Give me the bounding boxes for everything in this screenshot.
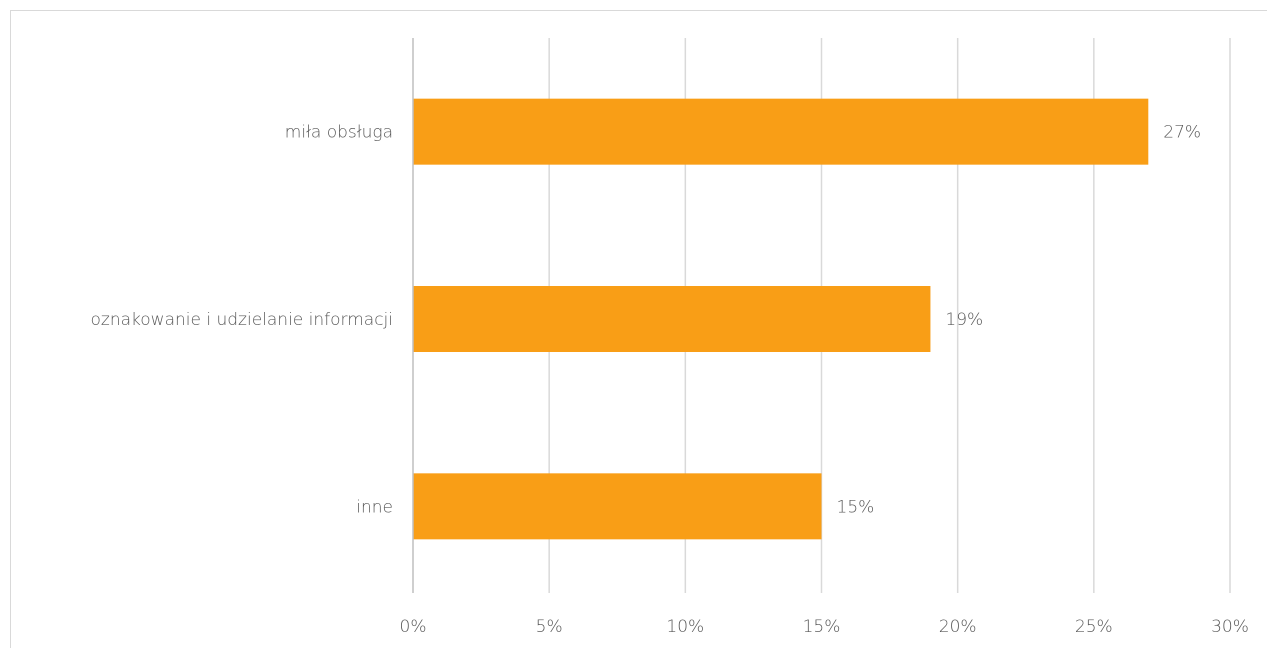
category-label: miła obsługa	[285, 123, 393, 143]
x-tick-label: 30%	[1211, 617, 1249, 637]
x-tick-label: 15%	[803, 617, 841, 637]
x-tick-label: 20%	[939, 617, 977, 637]
bar	[413, 98, 1149, 165]
category-label: inne	[356, 497, 393, 517]
x-tick-label: 25%	[1075, 617, 1113, 637]
data-labels: 27% 19% 15%	[837, 123, 1202, 518]
x-tick-labels: 0% 5% 10% 15% 20% 25% 30%	[400, 617, 1249, 637]
data-label: 15%	[837, 497, 875, 517]
x-tick-label: 10%	[666, 617, 704, 637]
x-tick-label: 0%	[400, 617, 427, 637]
chart-frame	[10, 10, 1267, 648]
category-labels: miła obsługa oznakowanie i udzielanie inf…	[91, 123, 393, 518]
data-label: 19%	[945, 310, 983, 330]
bar	[413, 286, 931, 352]
data-label: 27%	[1163, 123, 1201, 143]
bar	[413, 473, 822, 540]
x-tick-label: 5%	[536, 617, 563, 637]
category-label: oznakowanie i udzielanie informacji	[91, 310, 393, 330]
bars	[413, 98, 1149, 540]
